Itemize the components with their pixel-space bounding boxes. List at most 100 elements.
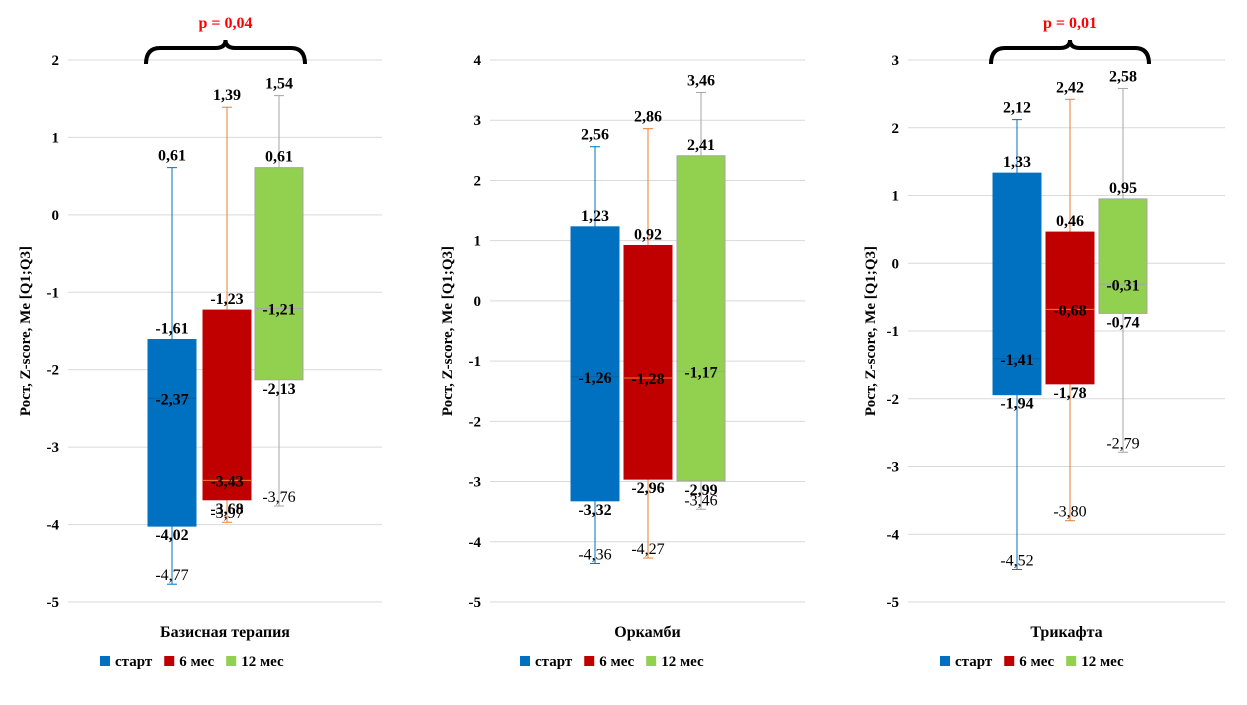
y-tick-label: 4: [474, 53, 482, 69]
data-label-q3: 0,46: [1056, 213, 1084, 230]
legend-swatch: [100, 656, 110, 666]
legend-label: 6 мес: [179, 654, 214, 670]
y-tick-label: 1: [892, 189, 900, 205]
data-label-q1: -0,74: [1106, 314, 1139, 331]
data-label-max: 2,42: [1056, 79, 1084, 96]
data-label-q3: 0,95: [1109, 180, 1137, 197]
data-label-median: -1,26: [578, 370, 611, 387]
data-label-q3: -1,61: [155, 321, 188, 338]
legend-swatch: [1004, 656, 1015, 666]
legend-swatch: [584, 656, 595, 666]
data-label-max: 2,86: [634, 109, 662, 126]
y-tick-label: 2: [892, 121, 900, 137]
data-label-min: -4,52: [1000, 552, 1033, 569]
y-tick-label: 1: [474, 234, 482, 250]
y-tick-label: -2: [887, 392, 900, 408]
legend-label: 12 мес: [241, 654, 284, 670]
y-tick-label: -1: [469, 354, 482, 370]
y-tick-label: -4: [469, 535, 482, 551]
data-label-q1: -3,32: [578, 502, 611, 519]
data-label-median: -2,37: [155, 391, 188, 408]
y-axis-title: Рост, Z-score, Me [Q1;Q3]: [18, 246, 34, 416]
data-label-q1: -2,13: [262, 381, 295, 398]
data-label-median: -3,43: [210, 473, 243, 490]
y-tick-label: 0: [892, 256, 900, 272]
x-axis-title: Оркамби: [614, 624, 680, 641]
y-tick-label: -5: [469, 595, 482, 611]
data-label-min: -2,79: [1106, 435, 1139, 452]
y-tick-label: 3: [474, 113, 482, 129]
data-label-max: 1,39: [213, 87, 241, 104]
data-label-q3: 0,92: [634, 226, 662, 243]
data-label-q1: -2,96: [631, 480, 664, 497]
data-label-median: -0,68: [1053, 302, 1086, 319]
legend-swatch: [1066, 656, 1077, 666]
data-label-min: -4,27: [631, 541, 664, 558]
data-label-q1: -1,94: [1000, 396, 1033, 413]
y-tick-label: 1: [52, 130, 60, 146]
data-label-q3: 2,41: [687, 137, 715, 154]
box-6 мес: [202, 309, 252, 501]
box-старт: [992, 172, 1042, 396]
y-tick-label: -2: [47, 363, 60, 379]
data-label-median: -1,17: [684, 364, 717, 381]
legend-label: 12 мес: [1081, 654, 1124, 670]
legend-swatch: [226, 656, 237, 666]
significance-bracket: [144, 39, 307, 65]
significance-bracket: [989, 39, 1151, 65]
y-tick-label: 0: [52, 208, 60, 224]
data-label-max: 2,56: [581, 127, 609, 144]
p-value-label: p = 0,01: [1043, 15, 1097, 32]
legend-label: 6 мес: [599, 654, 634, 670]
data-label-min: -3,46: [684, 492, 717, 509]
data-label-max: 1,54: [265, 76, 293, 93]
data-label-min: -3,97: [210, 505, 243, 522]
y-tick-label: -5: [47, 595, 60, 611]
legend-swatch: [520, 656, 530, 666]
data-label-max: 0,61: [158, 148, 186, 165]
y-tick-label: -4: [47, 518, 60, 534]
y-axis-title: Рост, Z-score, Me [Q1;Q3]: [440, 246, 456, 416]
data-label-max: 3,46: [687, 73, 715, 90]
legend-label: старт: [535, 654, 573, 670]
box-6 мес: [1045, 231, 1095, 385]
y-axis-title: Рост, Z-score, Me [Q1;Q3]: [863, 246, 879, 416]
box-12 мес: [676, 155, 726, 482]
data-label-min: -4,77: [155, 567, 188, 584]
p-value-label: p = 0,04: [198, 15, 252, 32]
box-старт: [570, 226, 620, 502]
x-axis-title: Трикафта: [1030, 624, 1102, 641]
data-label-q3: 1,23: [581, 208, 609, 225]
y-tick-label: 2: [52, 53, 60, 69]
data-label-q3: -1,23: [210, 291, 243, 308]
data-label-q1: -4,02: [155, 527, 188, 544]
data-label-q1: -2,99: [684, 482, 717, 499]
legend-swatch: [646, 656, 657, 666]
box-6 мес: [623, 244, 673, 480]
legend-label: 12 мес: [661, 654, 704, 670]
y-tick-label: -4: [887, 527, 900, 543]
data-label-median: -1,28: [631, 371, 664, 388]
y-tick-label: 0: [474, 294, 482, 310]
x-axis-title: Базисная терапия: [160, 624, 290, 641]
legend-swatch: [164, 656, 175, 666]
legend-label: старт: [955, 654, 993, 670]
y-tick-label: -5: [887, 595, 900, 611]
data-label-min: -4,36: [578, 546, 611, 563]
y-tick-label: -3: [47, 440, 60, 456]
legend-label: 6 мес: [1019, 654, 1054, 670]
y-tick-label: -1: [887, 324, 900, 340]
legend-label: старт: [115, 654, 153, 670]
y-tick-label: -3: [469, 475, 482, 491]
data-label-q1: -1,78: [1053, 385, 1086, 402]
data-label-max: 2,12: [1003, 100, 1031, 117]
box-старт: [147, 339, 197, 527]
data-label-median: -1,21: [262, 302, 295, 319]
data-label-median: -1,41: [1000, 352, 1033, 369]
data-label-q1: -3,68: [210, 501, 243, 518]
legend-swatch: [940, 656, 950, 666]
y-tick-label: 2: [474, 173, 482, 189]
data-label-min: -3,76: [262, 489, 295, 506]
data-label-median: -0,31: [1106, 277, 1139, 294]
